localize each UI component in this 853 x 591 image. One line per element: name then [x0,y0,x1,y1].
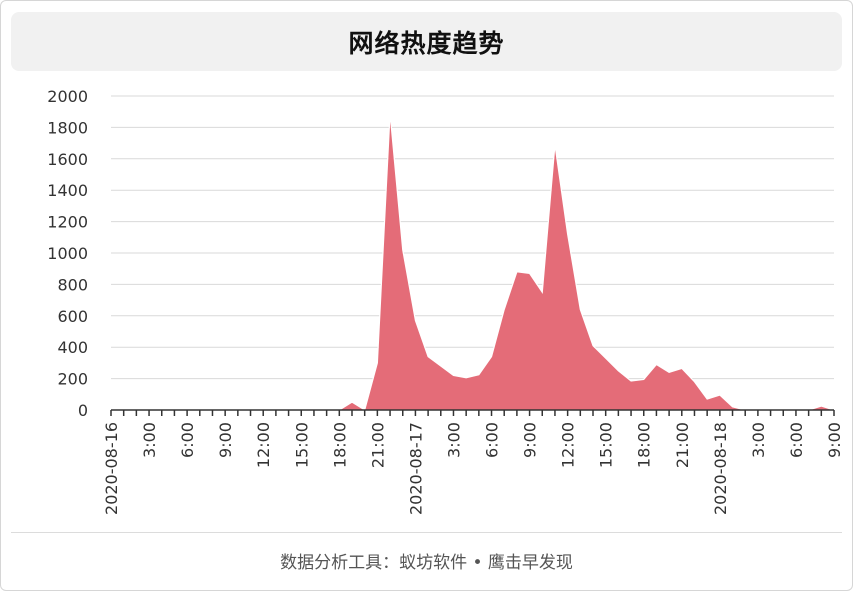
x-axis-labels: 2020-08-16 3:00 6:00 9:00 12:00 15:00 18:00 21:… [102,422,844,515]
y-tick-label: 1000 [47,244,88,263]
x-tick-label: 18:00 [635,422,654,468]
area-series [111,113,835,411]
y-tick-label: 1200 [47,213,88,232]
x-tick-label: 9:00 [521,422,540,458]
chart-title: 网络热度趋势 [348,28,505,58]
area-fill [111,113,834,411]
area-line [111,113,835,411]
x-tick-label: 18:00 [330,422,349,468]
y-tick-label: 800 [57,275,88,294]
x-tick-label: 2020-08-18 [711,422,730,515]
x-tick-label: 15:00 [292,422,311,468]
footer-divider [11,532,842,533]
x-tick-label: 21:00 [368,422,387,468]
x-tick-label: 15:00 [597,422,616,468]
y-tick-label: 200 [57,370,88,389]
x-tick-label: 2020-08-16 [102,422,121,515]
x-tick-label: 9:00 [216,422,235,458]
x-axis [110,409,835,416]
x-tick-label: 3:00 [444,422,463,458]
x-tick-label: 12:00 [559,422,578,468]
footer-credit: 数据分析工具：蚁坊软件 • 鹰击早发现 [280,553,573,573]
y-tick-label: 400 [57,338,88,357]
y-tick-label: 2000 [47,87,88,106]
x-tick-label: 3:00 [749,422,768,458]
grid-lines [111,95,834,380]
y-tick-label: 600 [57,307,88,326]
x-tick-label: 9:00 [825,422,844,458]
y-tick-label: 1800 [47,118,88,137]
x-tick-label: 21:00 [673,422,692,468]
x-tick-label: 6:00 [483,422,502,458]
x-tick-label: 6:00 [787,422,806,458]
x-tick-label: 12:00 [254,422,273,468]
x-tick-label: 6:00 [178,422,197,458]
y-tick-label: 0 [78,401,88,420]
x-tick-label: 3:00 [140,422,159,458]
y-tick-label: 1600 [47,150,88,169]
y-tick-label: 1400 [47,181,88,200]
title-bar: 网络热度趋势 [11,12,842,71]
x-tick-label: 2020-08-17 [406,422,425,515]
y-axis-labels: 0 200 400 600 800 1000 1200 1400 1600 1800 2000 [47,87,88,420]
